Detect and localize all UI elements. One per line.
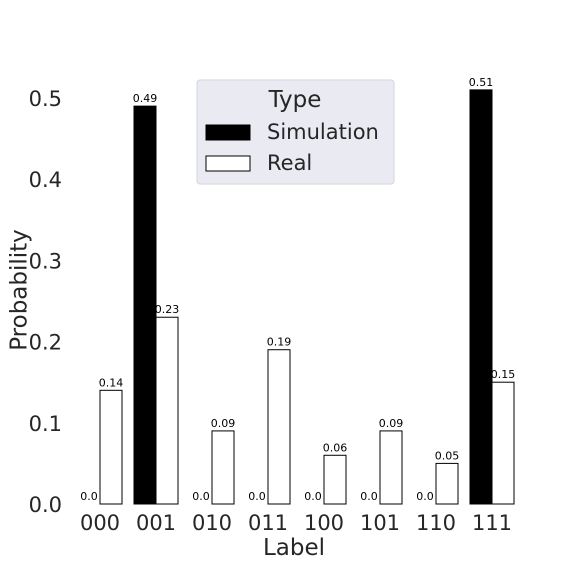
legend: Type Simulation Real: [196, 79, 395, 185]
data-label-real-100: 0.06: [323, 441, 348, 454]
y-tick-label: 0.5: [29, 87, 62, 111]
data-label-real-000: 0.14: [99, 376, 124, 389]
x-tick-label-011: 011: [248, 511, 288, 535]
y-tick-label: 0.3: [29, 249, 62, 273]
x-axis-title: Label: [263, 535, 325, 561]
data-label-simulation-011: 0.0: [248, 490, 266, 503]
x-tick-label-101: 101: [360, 511, 400, 535]
x-tick-label-001: 001: [136, 511, 176, 535]
y-tick-label: 0.4: [29, 168, 62, 192]
x-tick-label-100: 100: [304, 511, 344, 535]
y-axis: 0.0 0.1 0.2 0.3 0.4 0.5: [29, 87, 62, 517]
bar-simulation-111: [469, 89, 493, 505]
bars-group: [99, 89, 515, 505]
legend-swatch-simulation: [205, 124, 251, 141]
data-label-simulation-111: 0.51: [469, 76, 494, 89]
data-label-real-011: 0.19: [267, 336, 292, 349]
legend-swatch-real: [205, 155, 251, 172]
bar-real-001: [155, 316, 179, 505]
data-label-simulation-100: 0.0: [304, 490, 322, 503]
y-tick-label: 0.2: [29, 331, 62, 355]
data-label-real-101: 0.09: [379, 417, 404, 430]
data-labels-group: 0.0 0.14 0.49 0.23 0.0 0.09 0.0 0.19 0.0 0.06 0.0 0…: [80, 76, 515, 503]
bar-real-101: [379, 430, 403, 505]
legend-label-simulation: Simulation: [267, 120, 379, 144]
data-label-real-001: 0.23: [155, 303, 180, 316]
x-tick-label-010: 010: [192, 511, 232, 535]
y-tick-label: 0.1: [29, 412, 62, 436]
legend-label-real: Real: [267, 151, 312, 175]
data-label-real-010: 0.09: [211, 417, 236, 430]
y-tick-label: 0.0: [29, 493, 62, 517]
bar-simulation-001: [133, 105, 157, 505]
bar-real-110: [435, 462, 459, 505]
data-label-simulation-101: 0.0: [360, 490, 378, 503]
data-label-real-110: 0.05: [435, 449, 460, 462]
data-label-simulation-110: 0.0: [416, 490, 434, 503]
data-label-simulation-010: 0.0: [192, 490, 210, 503]
data-label-simulation-001: 0.49: [133, 92, 158, 105]
legend-title: Type: [268, 87, 322, 113]
bar-real-010: [211, 430, 235, 505]
bar-real-011: [267, 349, 291, 505]
data-label-simulation-000: 0.0: [80, 490, 98, 503]
bar-real-000: [99, 389, 123, 505]
x-tick-label-111: 111: [472, 511, 512, 535]
x-tick-label-000: 000: [80, 511, 120, 535]
data-label-real-111: 0.15: [491, 368, 516, 381]
bar-real-111: [491, 381, 515, 505]
x-tick-label-110: 110: [416, 511, 456, 535]
bar-real-100: [323, 454, 347, 505]
x-axis: 000 001 010 011 100 101 110 111: [80, 511, 512, 535]
y-axis-title: Probability: [7, 229, 33, 351]
